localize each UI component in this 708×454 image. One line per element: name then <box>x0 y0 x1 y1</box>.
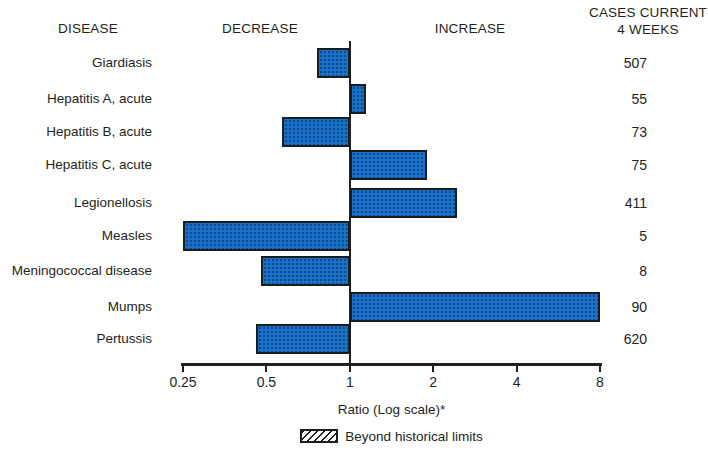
case-count-hepatitis-c-acute: 75 <box>560 150 647 180</box>
x-tick-label-0.5: 0.5 <box>244 374 288 390</box>
column-header-cases-line1: CASES CURRENT <box>588 4 708 21</box>
column-header-increase: INCREASE <box>400 21 540 37</box>
legend-label: Beyond historical limits <box>345 429 482 444</box>
ratio-bar-pertussis <box>256 324 349 354</box>
case-count-mumps: 90 <box>560 292 647 322</box>
x-axis-label: Ratio (Log scale)* <box>183 402 600 418</box>
legend: Beyond historical limits <box>183 427 600 445</box>
disease-label-giardiasis: Giardiasis <box>0 48 152 78</box>
case-count-meningococcal-disease: 8 <box>560 256 647 286</box>
column-header-cases-line2: 4 WEEKS <box>588 21 708 38</box>
case-count-pertussis: 620 <box>560 324 647 354</box>
x-tick-label-8: 8 <box>578 374 622 390</box>
ratio-bar-hepatitis-b-acute <box>282 117 350 147</box>
disease-label-hepatitis-a-acute: Hepatitis A, acute <box>0 84 152 114</box>
disease-label-hepatitis-c-acute: Hepatitis C, acute <box>0 150 152 180</box>
ratio-bar-legionellosis <box>350 188 457 218</box>
x-tick-mark-0.5 <box>265 363 267 372</box>
beyond-historical-limits-hatched-swatch <box>300 429 338 443</box>
x-tick-label-0.25: 0.25 <box>161 374 205 390</box>
x-axis-line <box>181 363 602 366</box>
disease-label-mumps: Mumps <box>0 292 152 322</box>
disease-label-measles: Measles <box>0 221 152 251</box>
case-count-giardiasis: 507 <box>560 48 647 78</box>
column-header-disease: DISEASE <box>18 21 158 37</box>
disease-label-pertussis: Pertussis <box>0 324 152 354</box>
x-tick-mark-1 <box>349 363 351 372</box>
disease-label-hepatitis-b-acute: Hepatitis B, acute <box>0 117 152 147</box>
case-count-hepatitis-a-acute: 55 <box>560 84 647 114</box>
ratio-bar-measles <box>183 221 350 251</box>
case-count-hepatitis-b-acute: 73 <box>560 117 647 147</box>
x-tick-label-4: 4 <box>495 374 539 390</box>
ratio-bar-meningococcal-disease <box>261 256 349 286</box>
x-tick-label-2: 2 <box>411 374 455 390</box>
disease-label-meningococcal-disease: Meningococcal disease <box>0 256 152 286</box>
x-tick-mark-4 <box>516 363 518 372</box>
x-tick-label-1: 1 <box>328 374 372 390</box>
x-tick-mark-0.25 <box>182 363 184 372</box>
ratio-bar-hepatitis-c-acute <box>350 150 427 180</box>
ratio-bar-giardiasis <box>317 48 350 78</box>
case-count-legionellosis: 411 <box>560 188 647 218</box>
x-tick-mark-8 <box>599 363 601 372</box>
case-count-measles: 5 <box>560 221 647 251</box>
ratio-bar-hepatitis-a-acute <box>350 84 366 114</box>
column-header-cases-current-4-weeks: CASES CURRENT 4 WEEKS <box>588 4 708 40</box>
column-header-decrease: DECREASE <box>190 21 330 37</box>
notifiable-diseases-ratio-chart: DISEASE DECREASE INCREASE CASES CURRENT … <box>0 0 708 454</box>
disease-label-legionellosis: Legionellosis <box>0 188 152 218</box>
x-tick-mark-2 <box>432 363 434 372</box>
